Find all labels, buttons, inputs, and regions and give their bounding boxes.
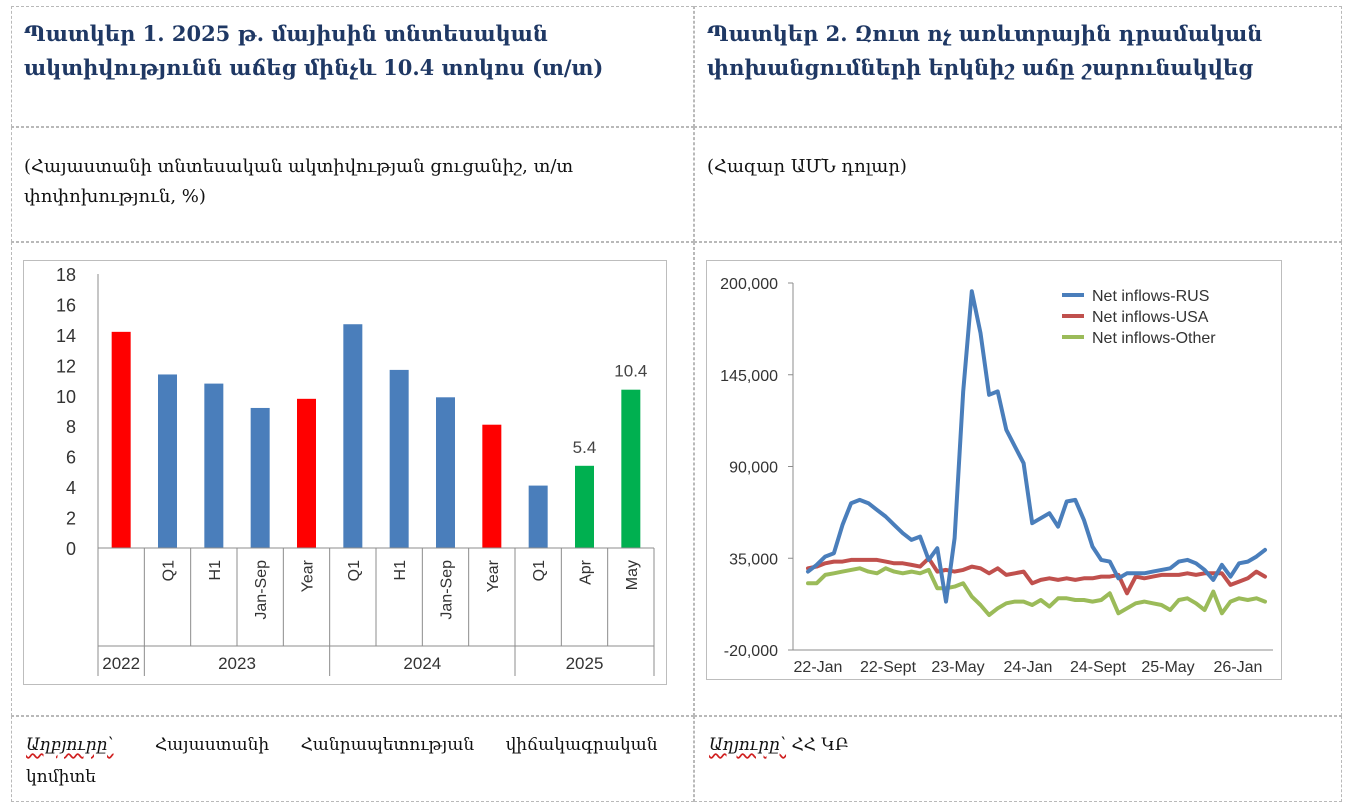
figure1-chart-cell: 0 2 4 6 8 10 12 14 16 18 Q1 H1 Jan-Sep Year Q1 H1 Jan-Se…: [11, 242, 694, 716]
bar: [528, 485, 548, 548]
figure1-source-label: Աղբյուրը՝: [26, 735, 114, 755]
x-group-label: 2023: [218, 654, 256, 673]
x-group-label: 2024: [403, 654, 441, 673]
y-tick-label: 10: [56, 387, 76, 407]
x-tick-label: 24-Jan: [1004, 659, 1053, 676]
x-category-label: Year: [300, 559, 317, 592]
figure1-subtitle: (Հայաստանի տնտեսական ակտիվության ցուցանի…: [11, 127, 694, 242]
figure2-chart-cell: -20,000 35,000 90,000 145,000 200,000 22-Jan 2…: [694, 242, 1342, 716]
x-category-label: Apr: [578, 559, 595, 585]
y-tick-label: 14: [56, 326, 76, 346]
y-tick-label: 16: [56, 295, 76, 315]
series-line: [806, 289, 1267, 604]
bar: [297, 398, 316, 548]
bar: [158, 374, 177, 548]
line-chart: -20,000 35,000 90,000 145,000 200,000 22-Jan 2…: [720, 276, 1273, 676]
figure1-chart-frame: 0 2 4 6 8 10 12 14 16 18 Q1 H1 Jan-Sep Year Q1 H1 Jan-Se…: [23, 260, 667, 685]
figure2-subtitle: (Հազար ԱՄՆ դոլար): [694, 127, 1342, 242]
bar: [436, 397, 455, 548]
y-tick-label: -20,000: [724, 643, 778, 660]
y-tick-label: 12: [56, 356, 76, 376]
y-tick-label: 2: [66, 509, 76, 529]
series-line: [806, 566, 1267, 617]
figure2-source: Աղյուրը՝ ՀՀ ԿԲ: [694, 716, 1342, 802]
bar: [250, 407, 270, 548]
x-group-label: 2025: [566, 654, 604, 673]
legend-label: Net inflows-RUS: [1092, 288, 1209, 305]
series-line: [806, 556, 1267, 596]
x-category-label: May: [624, 560, 641, 590]
y-tick-label: 90,000: [729, 460, 778, 477]
x-tick-label: 26-Jan: [1214, 659, 1263, 676]
x-tick-label: 22-Sept: [860, 659, 917, 676]
y-tick-label: 4: [66, 478, 76, 498]
bar: [343, 324, 363, 548]
y-tick-label: 0: [66, 539, 76, 559]
x-tick-label: 25-May: [1141, 659, 1194, 676]
bar-data-label: 10.4: [614, 362, 647, 381]
x-category-label: Q1: [531, 560, 548, 581]
x-category-label: H1: [392, 560, 409, 581]
bar-chart: 0 2 4 6 8 10 12 14 16 18 Q1 H1 Jan-Sep Year Q1 H1 Jan-Se…: [56, 265, 655, 676]
figure2-chart-frame: -20,000 35,000 90,000 145,000 200,000 22-Jan 2…: [706, 260, 1282, 680]
figure2-source-label: Աղյուրը՝: [709, 735, 787, 755]
legend-label: Net inflows-USA: [1092, 309, 1209, 326]
bar: [621, 389, 641, 548]
bar: [389, 369, 409, 548]
figure2-source-text: ՀՀ ԿԲ: [791, 735, 849, 755]
y-tick-label: 35,000: [729, 551, 778, 568]
bar: [111, 331, 131, 548]
bar: [575, 465, 594, 548]
x-category-label: Q1: [161, 560, 178, 581]
legend-label: Net inflows-Other: [1092, 330, 1216, 347]
x-category-label: H1: [207, 560, 224, 581]
bar-data-label: 5.4: [573, 438, 597, 457]
bar: [204, 383, 224, 548]
x-tick-label: 23-May: [931, 659, 984, 676]
bar: [482, 424, 502, 548]
y-tick-label: 18: [56, 265, 76, 285]
y-tick-label: 200,000: [720, 276, 778, 293]
figure1-source-text: Հայաստանի Հանրապետության վիճակագրական կո…: [26, 735, 658, 787]
x-tick-label: 22-Jan: [794, 659, 843, 676]
y-tick-label: 145,000: [720, 368, 778, 385]
figure2-title: Պատկեր 2. Զուտ ոչ առևտրային դրամական փոխ…: [694, 6, 1342, 127]
figure1-source: Աղբյուրը՝ Հայաստանի Հանրապետության վիճակ…: [11, 716, 694, 802]
x-category-label: Jan-Sep: [439, 560, 456, 620]
y-tick-label: 6: [66, 448, 76, 468]
figure1-title: Պատկեր 1. 2025 թ. մայիսին տնտեսական ակտի…: [11, 6, 694, 127]
y-tick-label: 8: [66, 417, 76, 437]
x-category-label: Q1: [346, 560, 363, 581]
x-group-label: 2022: [102, 654, 140, 673]
x-tick-label: 24-Sept: [1070, 659, 1127, 676]
x-category-label: Jan-Sep: [253, 560, 270, 620]
x-category-label: Year: [485, 559, 502, 592]
